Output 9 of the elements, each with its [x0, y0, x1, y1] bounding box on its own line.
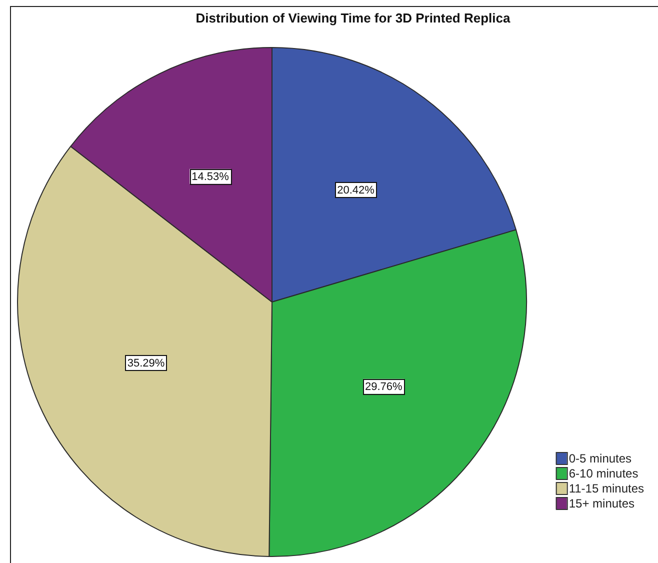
data-label: 14.53% — [192, 170, 230, 183]
legend-label: 6-10 minutes — [568, 466, 638, 480]
legend-label: 11-15 minutes — [568, 481, 644, 496]
data-label: 29.76% — [365, 380, 403, 393]
data-label: 35.29% — [127, 358, 165, 370]
data-label: 20.42% — [337, 184, 375, 196]
chart-title: Distribution of Viewing Time for 3D Printed Replica — [196, 10, 511, 26]
legend-label: 15+ minutes — [568, 496, 635, 510]
legend-label: 0-5 minutes — [568, 451, 632, 466]
